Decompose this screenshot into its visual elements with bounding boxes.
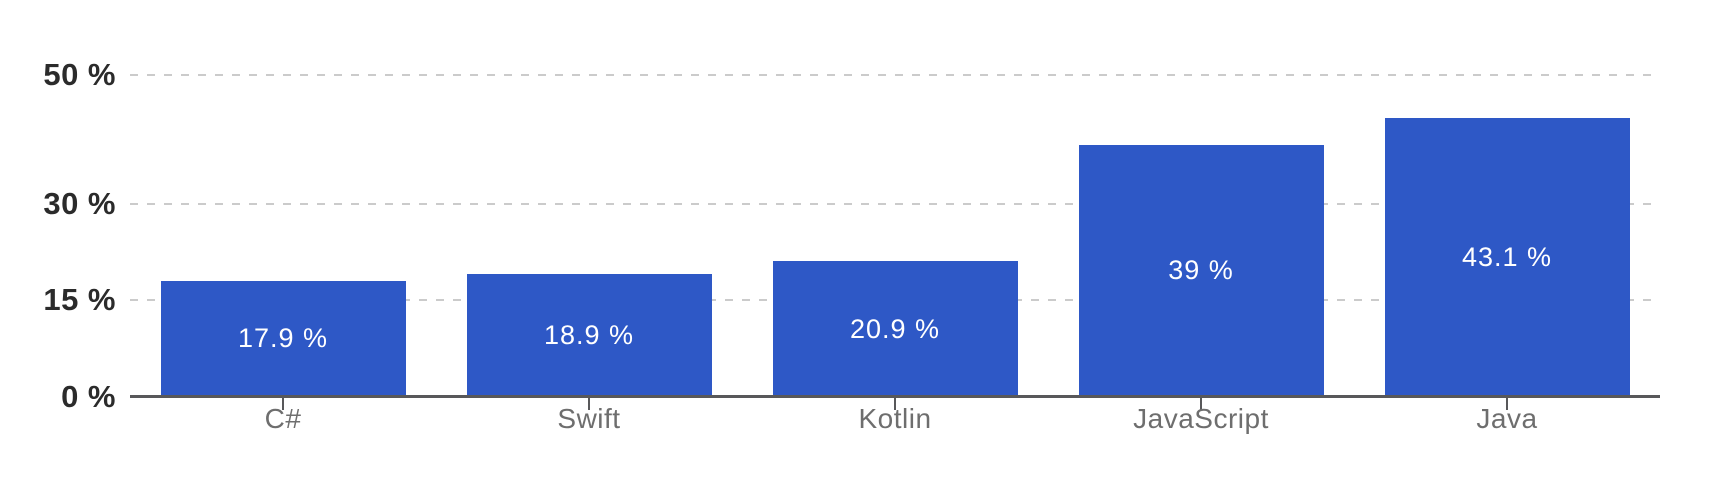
y-axis-tick-label: 30 % (43, 185, 116, 221)
gridline-30 (130, 202, 1660, 205)
bar-JavaScript: 39 % (1078, 144, 1324, 396)
x-axis-line (130, 395, 1660, 398)
bar-Swift: 18.9 % (466, 274, 712, 396)
bar-Java: 43.1 % (1384, 118, 1630, 396)
x-axis-tick (588, 398, 590, 410)
bar-value-label: 43.1 % (1461, 242, 1553, 273)
y-axis-tick-label: 15 % (43, 282, 116, 318)
x-axis-tick (894, 398, 896, 410)
x-axis-category-label: Swift (557, 403, 621, 434)
x-axis-tick (1506, 398, 1508, 410)
x-axis-category-label: Java (1476, 403, 1538, 434)
bar-value-label: 39 % (1168, 255, 1234, 286)
bar-Kotlin: 20.9 % (772, 261, 1018, 396)
bar-value-label: 17.9 % (237, 323, 329, 354)
y-axis-tick-label: 50 % (43, 57, 116, 92)
y-axis-tick-label: 0 % (61, 379, 116, 414)
x-axis-tick (1200, 398, 1202, 410)
bar-value-label: 18.9 % (543, 320, 635, 351)
x-axis-category-label: Kotlin (858, 403, 932, 434)
bar-C#: 17.9 % (160, 280, 406, 396)
x-axis-category-label: JavaScript (1133, 403, 1269, 434)
bar-value-label: 20.9 % (849, 313, 941, 344)
gridline-50 (130, 74, 1660, 76)
x-axis-tick (282, 398, 284, 410)
x-axis-category-label: C# (264, 403, 302, 434)
